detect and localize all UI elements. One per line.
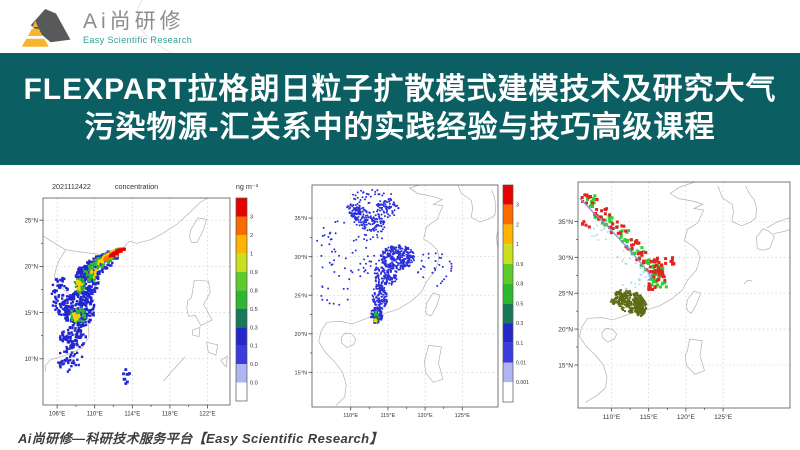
- svg-text:20°N: 20°N: [295, 332, 308, 338]
- footer-text: Ai尚研修—科研技术服务平台【Easy Scientific Research】: [18, 431, 383, 446]
- svg-text:122°E: 122°E: [199, 412, 215, 418]
- svg-text:125°E: 125°E: [714, 413, 733, 421]
- svg-text:110°E: 110°E: [343, 413, 358, 419]
- svg-text:20°N: 20°N: [558, 326, 573, 334]
- header: Ai尚研修 Easy Scientific Research: [0, 0, 800, 53]
- svg-text:0.001: 0.001: [250, 381, 258, 387]
- svg-text:0.8: 0.8: [250, 288, 258, 294]
- svg-text:118°E: 118°E: [162, 412, 178, 418]
- svg-text:106°E: 106°E: [49, 412, 65, 418]
- logo-pyramid-tier-2: [28, 28, 43, 36]
- svg-text:2: 2: [516, 222, 519, 228]
- logo-title: Ai尚研修: [83, 9, 185, 33]
- logo-text: Ai尚研修 Easy Scientific Research: [83, 10, 192, 45]
- svg-text:115°E: 115°E: [380, 413, 395, 419]
- svg-text:30°N: 30°N: [295, 255, 308, 261]
- svg-text:0.3: 0.3: [516, 321, 523, 327]
- svg-text:114°E: 114°E: [124, 412, 140, 418]
- svg-text:35°N: 35°N: [558, 218, 573, 226]
- logo-pyramid-tier-1: [21, 38, 49, 47]
- svg-text:20°N: 20°N: [25, 265, 38, 271]
- svg-text:0.1: 0.1: [516, 341, 523, 347]
- concentration-plume-map: 106°E 110°E 114°E 118°E 122°E 10°N 15°N 20°N 25°…: [18, 176, 258, 422]
- svg-text:0.001: 0.001: [516, 380, 529, 386]
- svg-text:35°N: 35°N: [295, 216, 308, 222]
- svg-text:0.5: 0.5: [250, 307, 258, 313]
- svg-text:25°N: 25°N: [25, 219, 38, 225]
- svg-text:0.01: 0.01: [516, 361, 526, 367]
- svg-text:3: 3: [250, 215, 253, 221]
- svg-text:0.9: 0.9: [250, 270, 258, 276]
- svg-text:15°N: 15°N: [25, 311, 38, 317]
- logo-subtitle: Easy Scientific Research: [83, 34, 193, 45]
- svg-text:25°N: 25°N: [295, 293, 308, 299]
- svg-text:3: 3: [516, 203, 519, 209]
- svg-text:120°E: 120°E: [417, 413, 433, 419]
- svg-text:ng m⁻³: ng m⁻³: [236, 182, 258, 191]
- svg-text:15°N: 15°N: [558, 362, 573, 370]
- svg-text:2021112422: 2021112422: [52, 182, 91, 191]
- course-title-banner: FLEXPART拉格朗日粒子扩散模式建模技术及研究大气 污染物源-汇关系中的实践…: [0, 53, 800, 165]
- svg-text:1: 1: [516, 242, 519, 248]
- svg-text:concentration: concentration: [115, 182, 158, 191]
- trajectory-source-map: 110°E 115°E 120°E 125°E 15°N 20°N 25°N 30°N 35°N: [553, 172, 800, 424]
- logo: Ai尚研修 Easy Scientific Research: [20, 5, 192, 49]
- logo-pyramid-tier-3: [32, 20, 38, 27]
- svg-text:125°E: 125°E: [455, 413, 471, 419]
- svg-text:25°N: 25°N: [558, 290, 573, 298]
- svg-text:0.3: 0.3: [250, 325, 258, 331]
- logo-mountain-shape: [30, 9, 71, 43]
- svg-text:10°N: 10°N: [25, 357, 38, 363]
- svg-text:0.01: 0.01: [250, 362, 258, 368]
- svg-text:110°E: 110°E: [603, 413, 621, 421]
- decorative-curve: [136, 0, 173, 53]
- svg-text:15°N: 15°N: [295, 370, 308, 376]
- svg-text:0.9: 0.9: [516, 262, 523, 268]
- svg-text:30°N: 30°N: [558, 254, 573, 262]
- svg-text:0.5: 0.5: [516, 301, 523, 307]
- svg-text:0.8: 0.8: [516, 282, 523, 288]
- course-title-line1: FLEXPART拉格朗日粒子扩散模式建模技术及研究大气: [23, 73, 777, 106]
- course-title-line2: 污染物源-汇关系中的实践经验与技巧高级课程: [84, 111, 716, 144]
- particle-scatter-map: 110°E 115°E 120°E 125°E 15°N 20°N 25°N 30°N 35°N…: [293, 176, 545, 422]
- svg-text:110°E: 110°E: [87, 412, 103, 418]
- svg-text:120°E: 120°E: [677, 413, 696, 421]
- svg-text:1: 1: [250, 252, 253, 258]
- svg-text:2: 2: [250, 233, 253, 239]
- logo-mountain-icon: [21, 9, 71, 47]
- svg-text:0.1: 0.1: [250, 344, 258, 350]
- svg-text:115°E: 115°E: [640, 413, 658, 421]
